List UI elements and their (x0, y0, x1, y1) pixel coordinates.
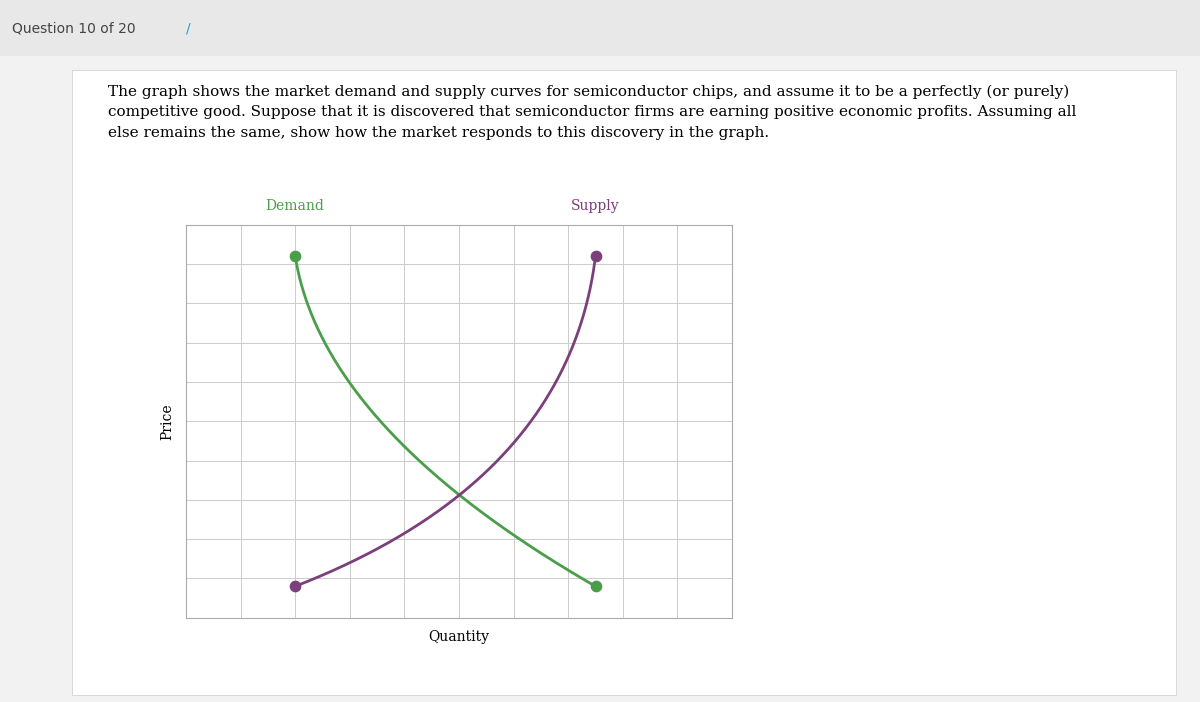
Point (586, 581, 605, 592)
FancyBboxPatch shape (72, 70, 1176, 695)
Point (286, 251, 305, 262)
Text: /: / (186, 21, 191, 35)
Text: Supply: Supply (571, 199, 620, 213)
Text: The graph shows the market demand and supply curves for semiconductor chips, and: The graph shows the market demand and su… (108, 84, 1076, 140)
Text: Demand: Demand (265, 199, 325, 213)
Point (586, 251, 605, 262)
Y-axis label: Price: Price (160, 403, 174, 439)
FancyBboxPatch shape (0, 0, 1200, 56)
Point (286, 581, 305, 592)
X-axis label: Quantity: Quantity (428, 630, 490, 644)
Text: Question 10 of 20: Question 10 of 20 (12, 21, 136, 35)
